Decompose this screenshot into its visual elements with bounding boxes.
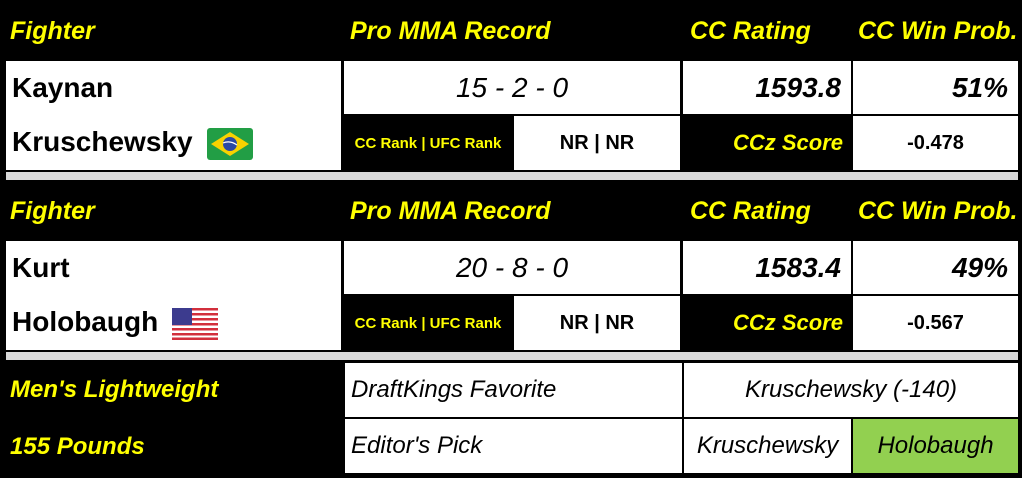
ccz-value: -0.567 (853, 296, 1018, 350)
divider (6, 352, 1018, 360)
editors-pick-label: Editor's Pick (345, 419, 682, 473)
usa-flag-icon (172, 307, 219, 340)
header-record: Pro MMA Record (350, 196, 551, 225)
fighter-name-cell: Kurt Holobaugh (6, 241, 341, 350)
win-prob-value: 49% (853, 241, 1018, 294)
divider (6, 172, 1018, 180)
weight-class: 155 Pounds (10, 433, 145, 460)
rank-label: CC Rank | UFC Rank (354, 314, 502, 332)
draftkings-favorite: Kruschewsky (-140) (684, 363, 1018, 417)
fighter-first-name: Kurt (12, 252, 70, 283)
win-prob-value: 51% (853, 61, 1018, 114)
rank-value: NR | NR (514, 296, 680, 350)
fighter-first-name: Kaynan (12, 72, 114, 103)
rank-value: NR | NR (514, 116, 680, 170)
header-rating: CC Rating (690, 196, 811, 225)
fighter-last-name: Holobaugh (12, 306, 159, 337)
brazil-flag-icon (206, 127, 253, 160)
ccz-value: -0.478 (853, 116, 1018, 170)
header-win-prob: CC Win Prob. (858, 16, 1018, 45)
header-fighter: Fighter (10, 196, 95, 225)
pick-option-holobaugh-selected: Holobaugh (853, 419, 1018, 473)
record-value: 20 - 8 - 0 (344, 241, 680, 294)
pick-option-kruschewsky: Kruschewsky (684, 419, 851, 473)
division: Men's Lightweight (10, 376, 219, 403)
rating-value: 1593.8 (683, 61, 851, 114)
draftkings-label: DraftKings Favorite (345, 363, 682, 417)
header-win-prob: CC Win Prob. (858, 196, 1018, 225)
header-rating: CC Rating (690, 16, 811, 45)
fighter-last-name: Kruschewsky (12, 126, 193, 157)
ccz-label: CCz Score (732, 130, 843, 155)
ccz-label: CCz Score (732, 310, 843, 335)
header-fighter: Fighter (10, 16, 95, 45)
fighter-name-cell: Kaynan Kruschewsky (6, 61, 341, 170)
rank-label: CC Rank | UFC Rank (354, 134, 502, 152)
header-record: Pro MMA Record (350, 16, 551, 45)
record-value: 15 - 2 - 0 (344, 61, 680, 114)
rating-value: 1583.4 (683, 241, 851, 294)
